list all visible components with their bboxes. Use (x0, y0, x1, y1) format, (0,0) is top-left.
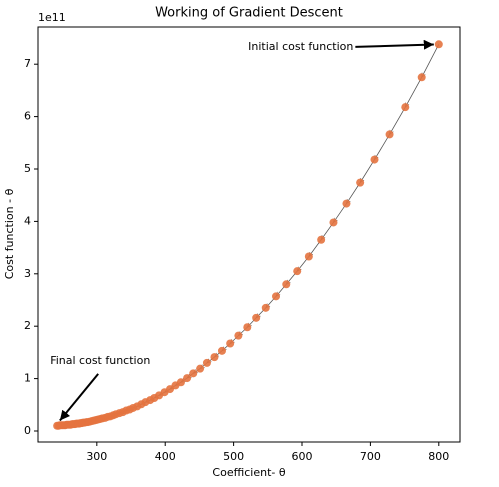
point (342, 199, 351, 208)
point (434, 40, 443, 49)
point (417, 73, 426, 82)
point (226, 339, 235, 348)
plot-frame (37, 26, 461, 443)
point (304, 252, 313, 261)
x-axis-label: Coefficient- θ (212, 466, 285, 479)
chart-title: Working of Gradient Descent (155, 6, 343, 21)
point (317, 235, 326, 244)
point (329, 218, 338, 227)
y-tick-label: 3 (24, 267, 31, 280)
point (210, 353, 219, 362)
annotation-text: Initial cost function (248, 40, 353, 53)
point (385, 130, 394, 139)
point (202, 358, 211, 367)
y-tick-label: 0 (24, 424, 31, 437)
y-axis-label: Cost function - θ (3, 188, 16, 279)
point (189, 369, 198, 378)
point (53, 421, 62, 430)
x-tick-label: 400 (155, 450, 176, 463)
y-tick-label: 2 (24, 319, 31, 332)
x-tick-label: 300 (86, 450, 107, 463)
x-tick-label: 500 (223, 450, 244, 463)
annotation-text: Final cost function (50, 354, 150, 367)
y-tick-label: 5 (24, 162, 31, 175)
point (401, 103, 410, 112)
offset-text: 1e11 (38, 11, 66, 24)
x-tick-label: 700 (360, 450, 381, 463)
y-tick-label: 6 (24, 110, 31, 123)
point (356, 178, 365, 187)
x-tick-label: 600 (292, 450, 313, 463)
point (183, 374, 192, 383)
point (293, 267, 302, 276)
point (243, 323, 252, 332)
point (370, 155, 379, 164)
annotation-arrow (59, 373, 99, 422)
point (234, 331, 243, 340)
descent-path (57, 44, 440, 425)
y-tick-label: 1 (24, 372, 31, 385)
x-tick-label: 800 (428, 450, 449, 463)
point (282, 280, 291, 289)
y-tick-label: 7 (24, 57, 31, 70)
y-tick-label: 4 (24, 214, 31, 227)
point (272, 292, 281, 301)
point (217, 346, 226, 355)
point (252, 313, 261, 322)
point (261, 303, 270, 312)
annotation-arrow (355, 39, 434, 50)
point (196, 364, 205, 373)
